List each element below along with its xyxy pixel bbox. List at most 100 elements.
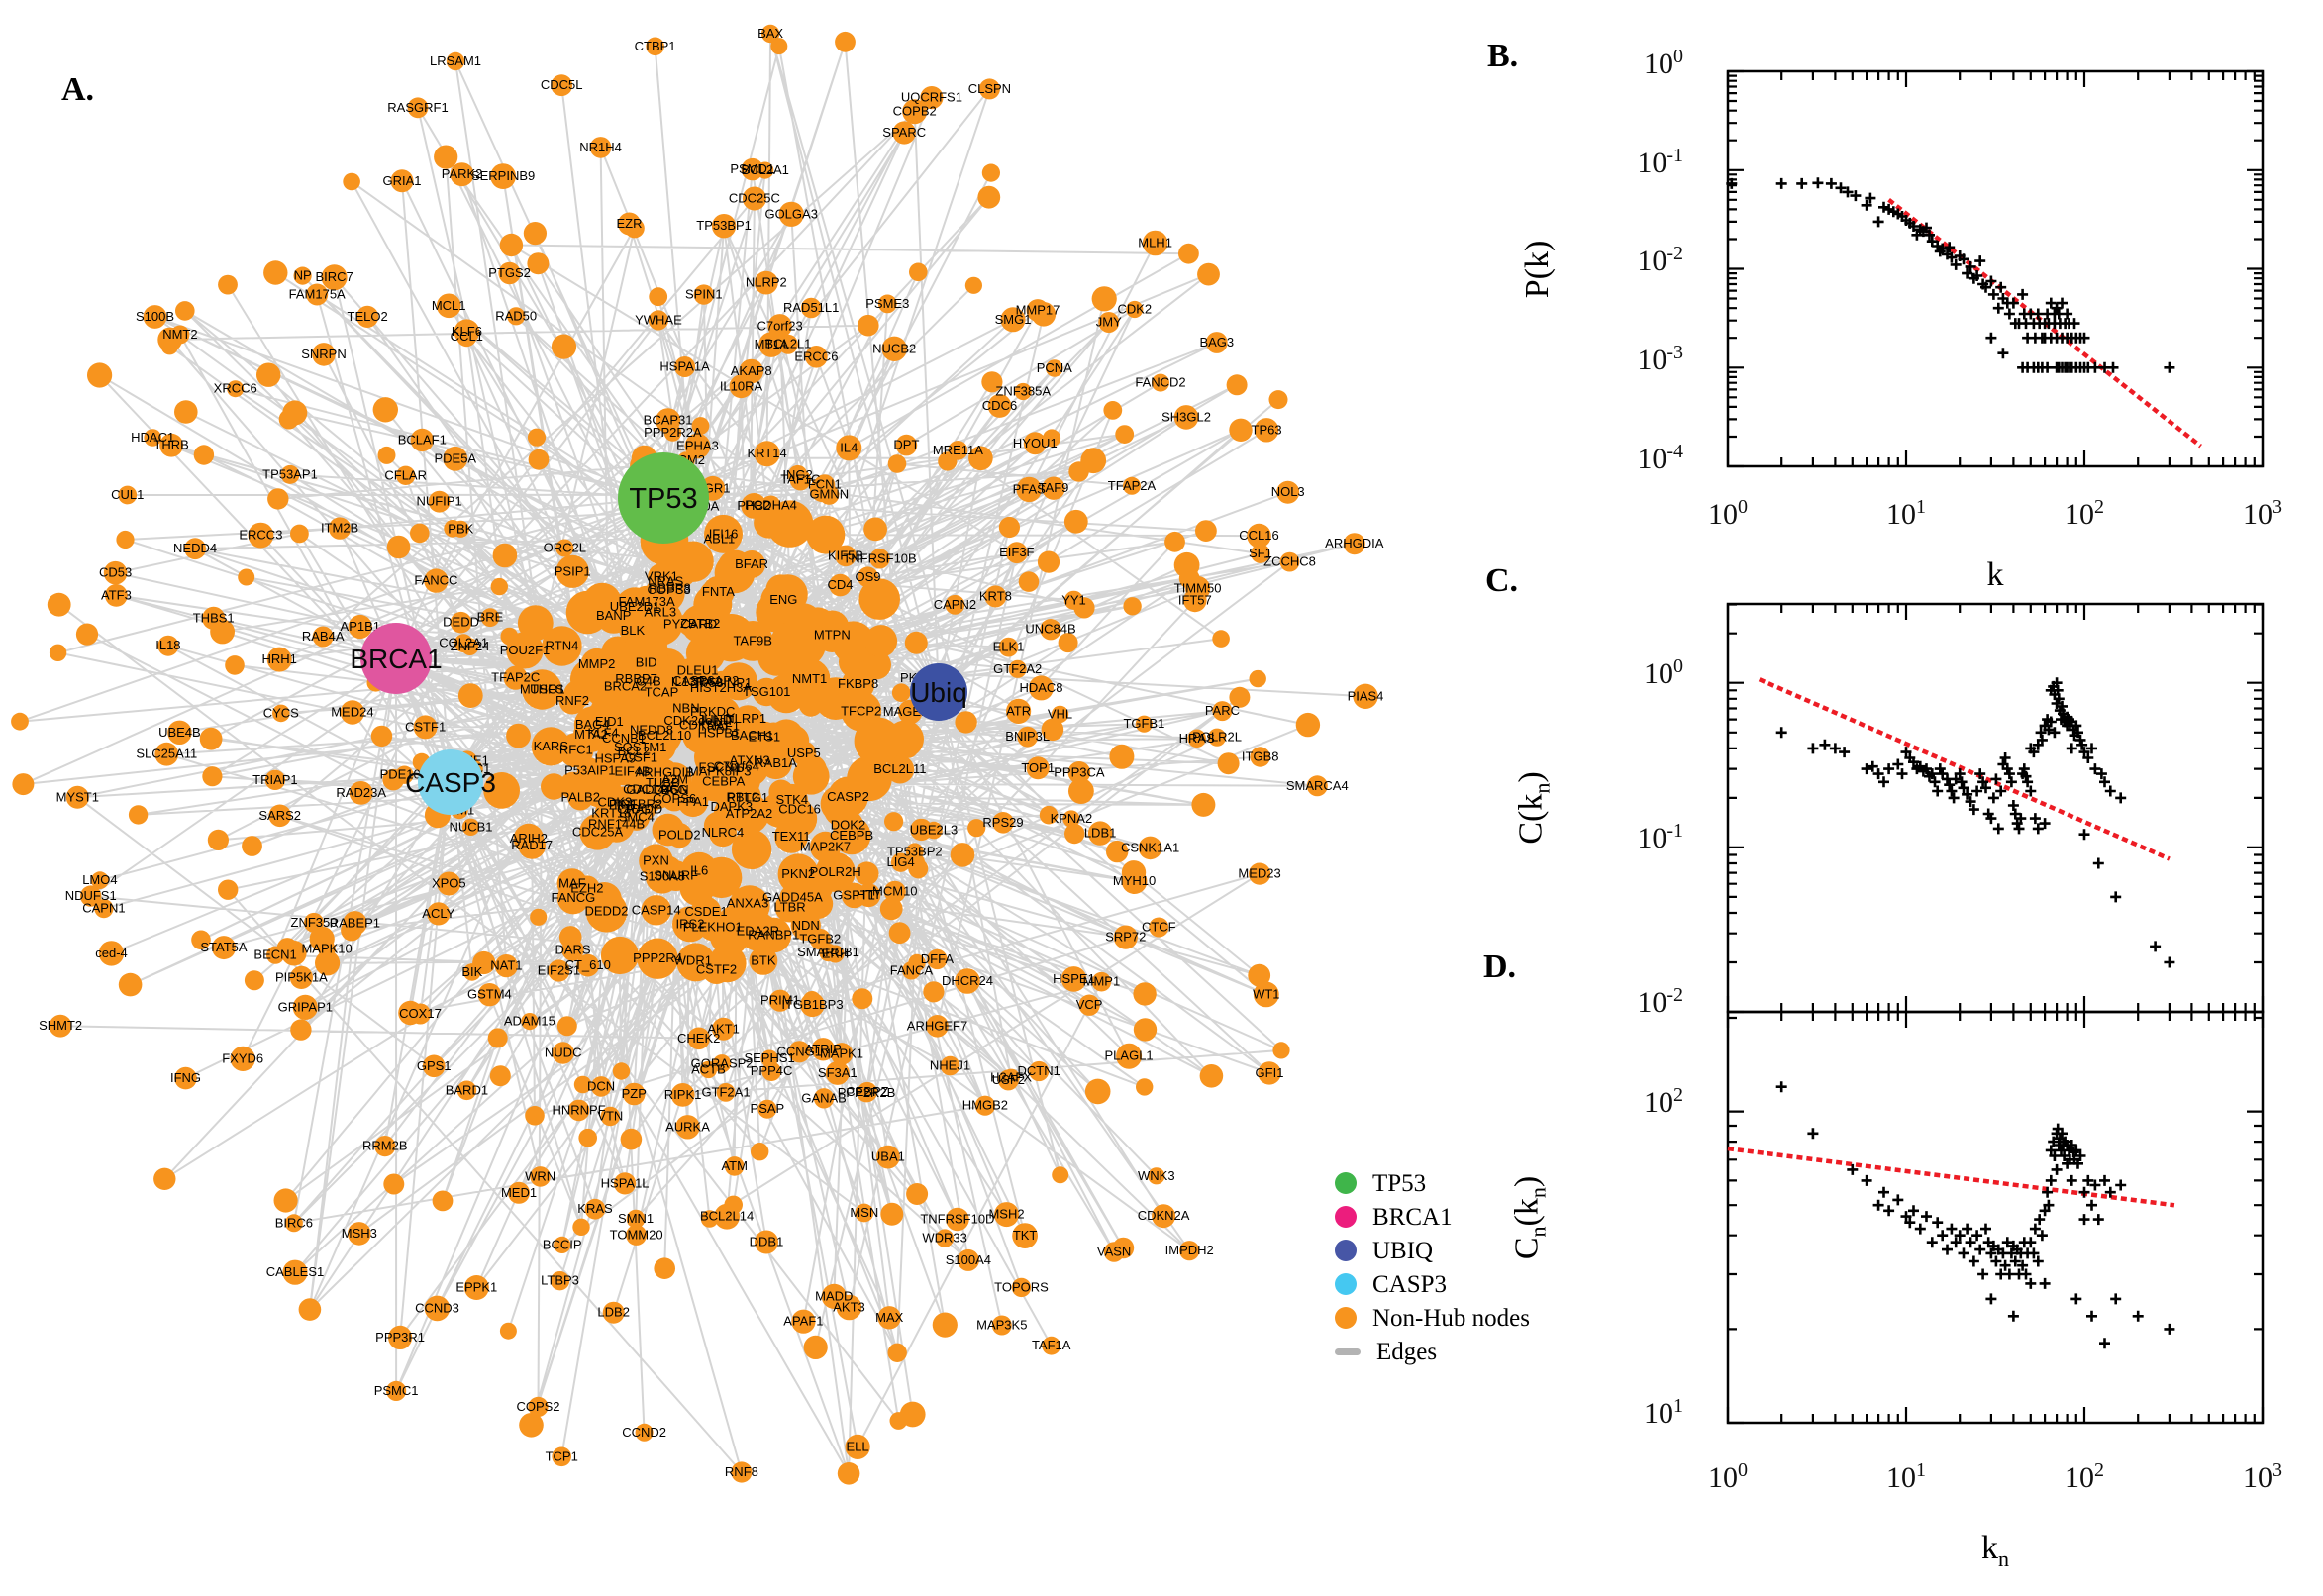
network-node[interactable] [1068,778,1094,804]
network-node[interactable] [227,380,245,398]
network-node[interactable] [427,902,451,926]
network-node[interactable] [932,1312,958,1338]
network-node[interactable] [472,950,496,975]
network-node[interactable] [813,1088,835,1109]
network-node[interactable] [47,592,71,617]
network-node[interactable] [556,1016,577,1037]
network-node[interactable] [1116,1043,1143,1069]
network-node[interactable] [396,465,416,485]
network-node[interactable] [731,705,764,739]
network-node[interactable] [480,608,500,628]
network-node[interactable] [758,1099,777,1119]
network-node[interactable] [754,270,778,295]
network-node[interactable] [760,1049,778,1067]
network-node[interactable] [699,580,729,610]
network-node[interactable] [306,283,329,306]
network-node[interactable] [422,1054,446,1078]
network-node[interactable] [548,959,570,982]
network-node[interactable] [791,1309,816,1334]
network-node[interactable] [1276,480,1300,504]
network-node[interactable] [446,51,465,71]
network-node[interactable] [845,1434,870,1459]
network-node[interactable] [1229,686,1251,708]
network-node[interactable] [670,1083,695,1107]
network-node[interactable] [955,711,977,734]
network-node[interactable] [167,720,192,745]
network-node[interactable] [649,726,679,756]
network-node[interactable] [684,433,711,459]
network-node[interactable] [1008,659,1027,678]
network-node[interactable] [443,446,468,471]
network-node[interactable] [1039,805,1059,825]
network-node[interactable] [754,441,780,467]
network-node[interactable] [672,541,714,582]
network-node[interactable] [1247,523,1271,549]
network-node[interactable] [225,655,245,675]
network-node[interactable] [809,928,831,950]
network-node[interactable] [602,1301,625,1324]
network-node[interactable] [1078,994,1100,1016]
network-node[interactable] [65,785,89,809]
network-node[interactable] [620,1128,643,1150]
network-node[interactable] [527,252,550,275]
network-node[interactable] [792,864,834,906]
network-node[interactable] [892,121,916,145]
network-node[interactable] [527,428,547,447]
network-node[interactable] [879,897,903,921]
network-node[interactable] [635,1423,654,1442]
network-node[interactable] [974,1095,996,1116]
network-node[interactable] [854,717,902,765]
network-node[interactable] [1112,1237,1135,1259]
network-node[interactable] [386,1380,407,1401]
network-node[interactable] [1067,761,1091,784]
network-node[interactable] [390,169,414,193]
network-node[interactable] [49,1014,72,1038]
network-node[interactable] [935,1229,955,1247]
network-node[interactable] [1014,382,1032,401]
network-node[interactable] [210,619,236,645]
network-node[interactable] [1091,286,1117,312]
network-node[interactable] [1229,418,1253,442]
network-node[interactable] [700,856,743,899]
network-node[interactable] [857,1081,878,1103]
network-node[interactable] [579,814,616,850]
network-node[interactable] [711,214,737,239]
network-node[interactable] [1173,551,1200,578]
network-node[interactable] [858,314,879,337]
network-node[interactable] [552,1446,571,1467]
network-node[interactable] [242,836,262,856]
network-node[interactable] [386,535,411,559]
network-node[interactable] [920,86,944,110]
network-node[interactable] [556,554,589,588]
network-node[interactable] [857,883,881,908]
network-node[interactable] [699,1060,718,1079]
network-node[interactable] [444,520,461,538]
network-node[interactable] [984,585,1007,608]
network-node[interactable] [1031,302,1057,327]
network-node[interactable] [967,819,986,838]
network-node[interactable] [992,812,1014,834]
network-node[interactable] [810,831,841,862]
network-node[interactable] [1191,792,1216,817]
network-node[interactable] [977,185,1001,209]
network-node[interactable] [678,612,702,637]
network-node[interactable] [1058,633,1078,653]
network-node[interactable] [633,785,662,815]
network-node[interactable] [724,1156,745,1176]
network-node[interactable] [852,988,873,1010]
network-node[interactable] [991,1315,1012,1336]
network-node[interactable] [503,665,528,690]
network-node[interactable] [143,305,167,329]
network-node[interactable] [1005,542,1028,564]
network-node[interactable] [858,578,900,620]
network-node[interactable] [1208,728,1227,747]
network-node[interactable] [199,727,223,750]
network-node[interactable] [556,868,587,899]
network-node[interactable] [264,769,286,790]
network-node[interactable] [825,1060,850,1085]
network-node[interactable] [811,1038,835,1061]
network-node[interactable] [528,449,550,470]
network-node[interactable] [1052,1166,1069,1184]
network-node[interactable] [626,1209,646,1229]
network-node[interactable] [1178,243,1199,264]
